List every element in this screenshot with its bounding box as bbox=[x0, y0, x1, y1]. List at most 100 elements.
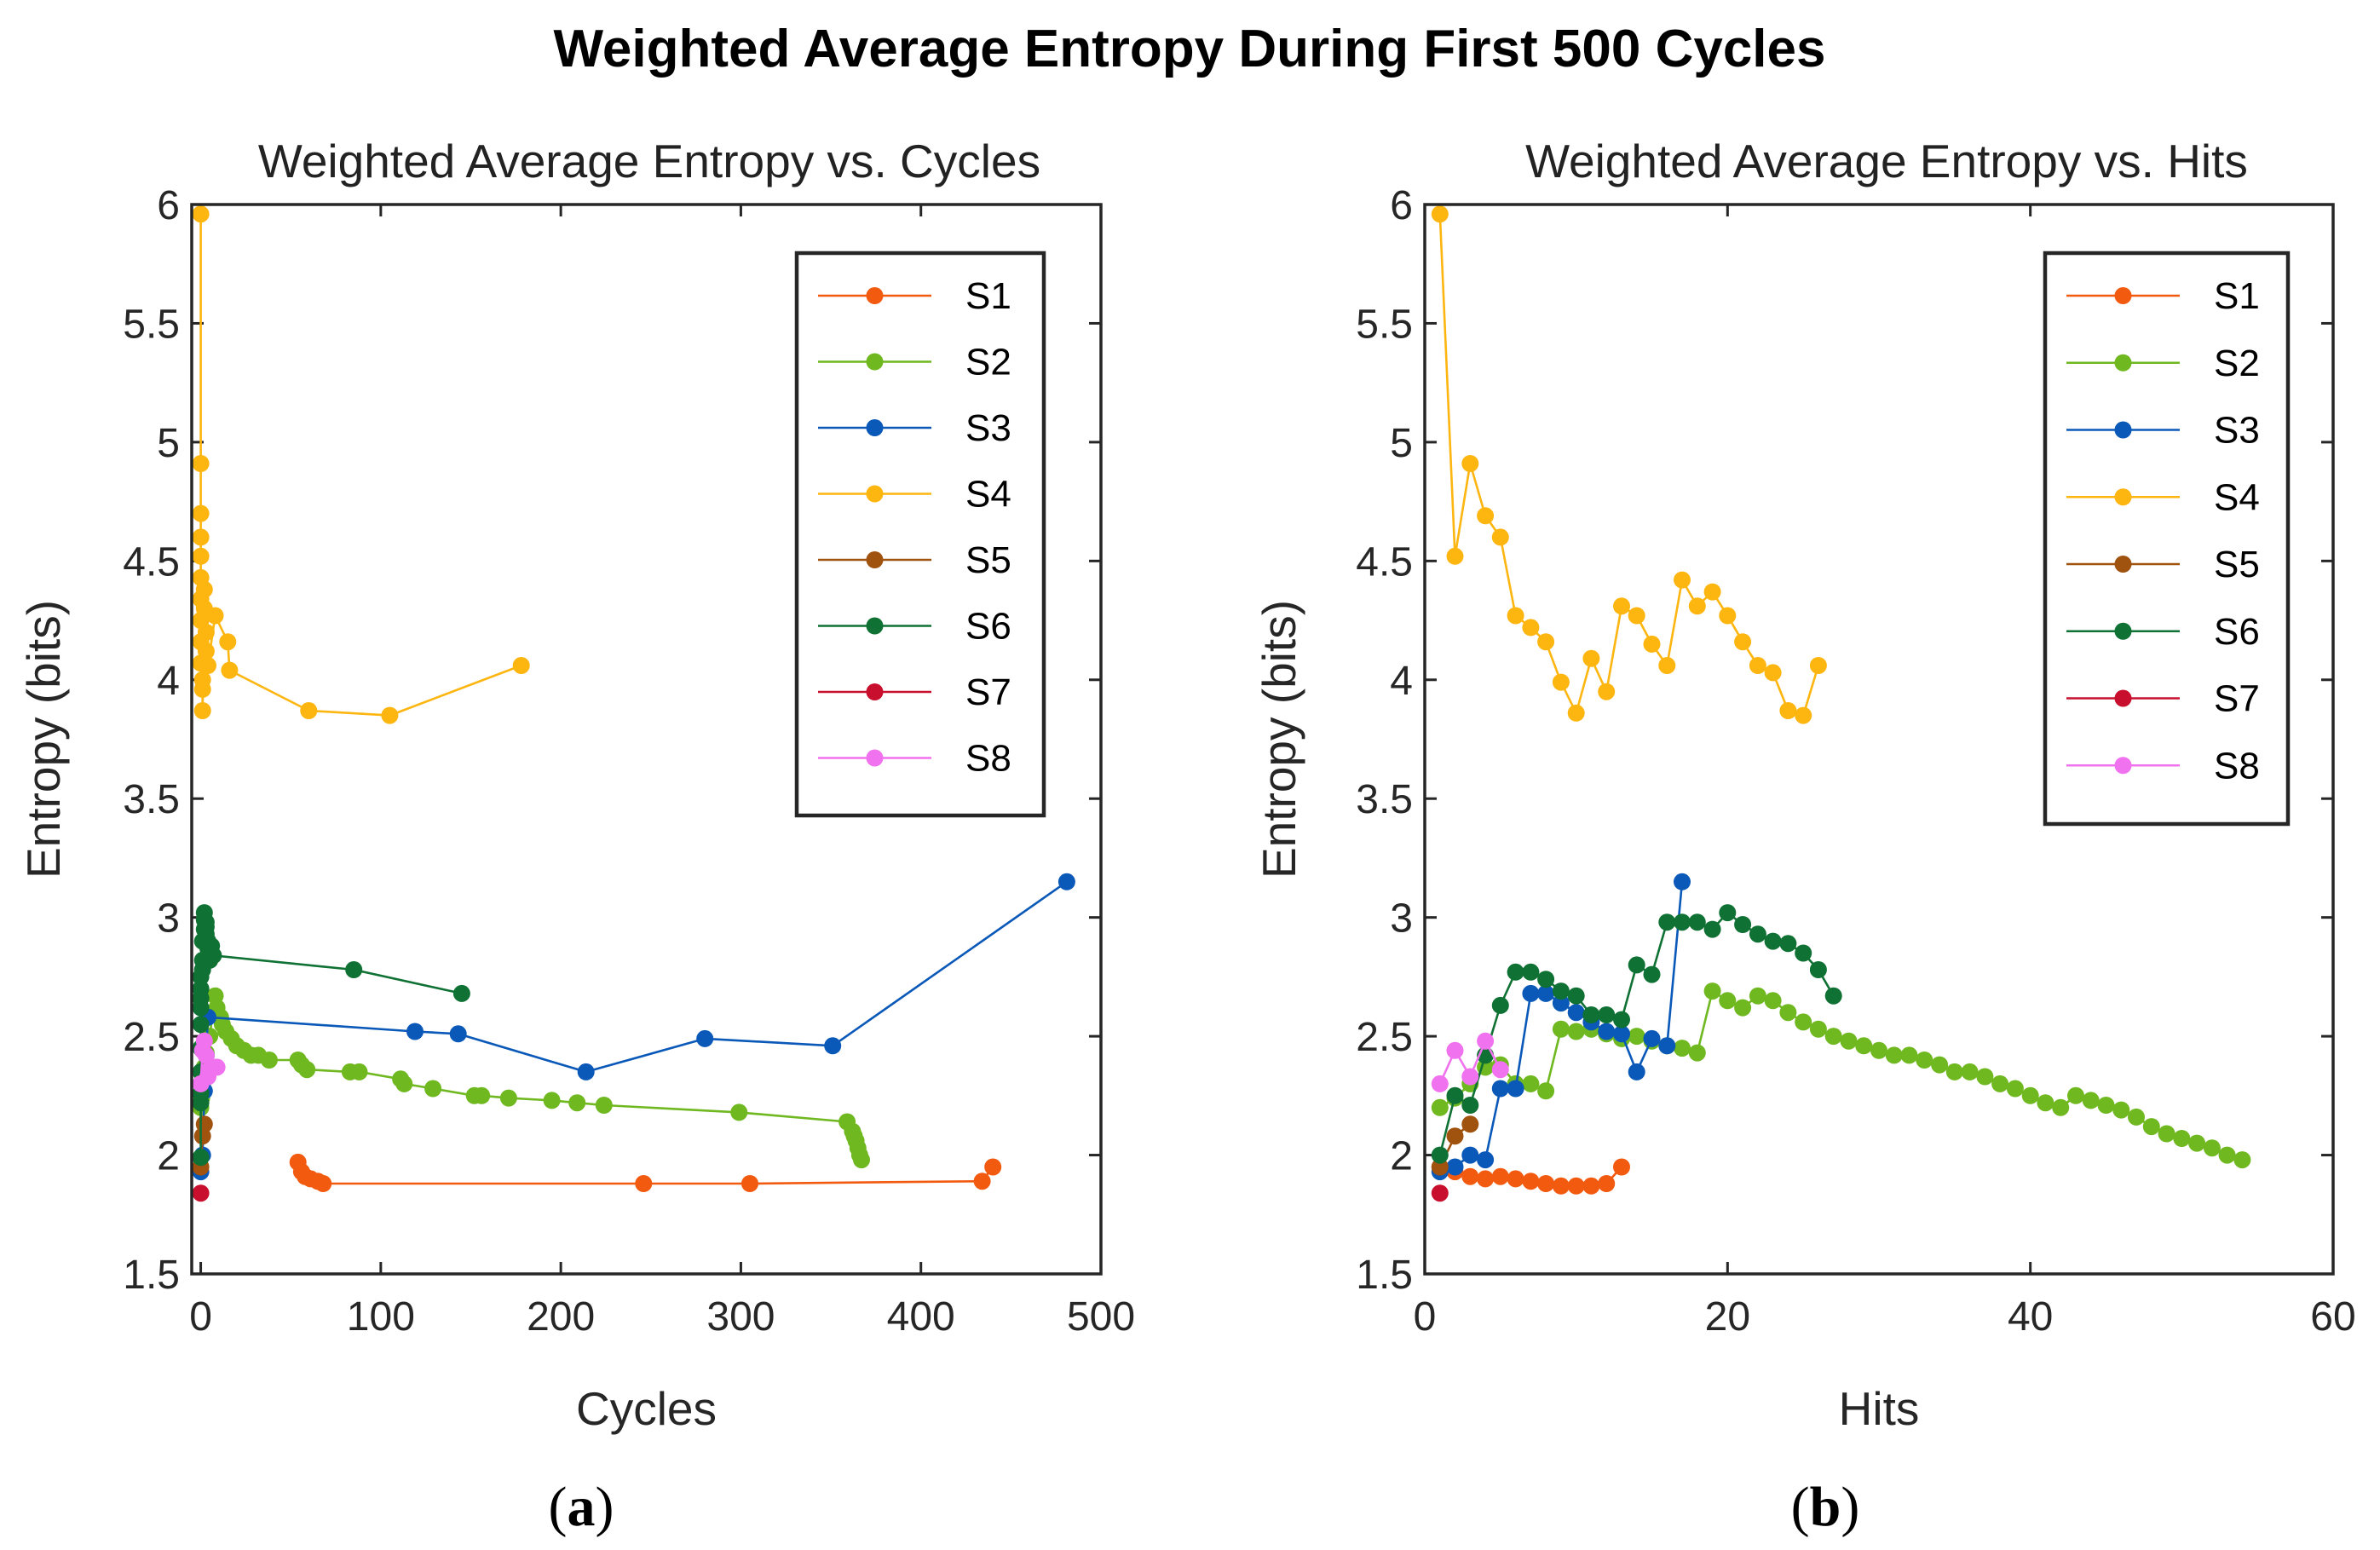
data-point-S6 bbox=[1613, 1011, 1630, 1029]
data-point-S2 bbox=[1764, 992, 1782, 1010]
data-point-S2 bbox=[595, 1097, 613, 1114]
y-tick-label: 1.5 bbox=[123, 1253, 180, 1298]
data-point-S3 bbox=[1507, 1080, 1524, 1098]
x-axis-label: Hits bbox=[1839, 1382, 1920, 1435]
data-point-S2 bbox=[1945, 1063, 1963, 1080]
legend-box bbox=[2043, 251, 2291, 827]
data-point-S2 bbox=[1991, 1075, 2009, 1092]
data-point-S2 bbox=[395, 1075, 413, 1092]
y-tick-label: 3 bbox=[157, 896, 180, 942]
legend-label-S7: S7 bbox=[2214, 678, 2260, 720]
data-point-S6 bbox=[1446, 1086, 1464, 1104]
data-point-S4 bbox=[219, 633, 237, 651]
data-point-S6 bbox=[1431, 1146, 1449, 1164]
series-S8 bbox=[1431, 1032, 1509, 1092]
data-point-S4 bbox=[192, 455, 210, 472]
data-point-S4 bbox=[1628, 607, 1645, 625]
data-point-S1 bbox=[984, 1158, 1002, 1176]
panel-caption-letter: b bbox=[1810, 1476, 1841, 1538]
data-point-S2 bbox=[1900, 1046, 1918, 1064]
data-point-S4 bbox=[1613, 597, 1630, 615]
data-point-S4 bbox=[1688, 597, 1706, 615]
data-point-S6 bbox=[1552, 982, 1570, 1000]
data-point-S7 bbox=[1431, 1184, 1449, 1202]
series-S4 bbox=[192, 205, 530, 724]
data-point-S6 bbox=[1779, 935, 1797, 953]
x-tick-label: 20 bbox=[1705, 1294, 1750, 1340]
data-point-S5 bbox=[1446, 1127, 1464, 1145]
y-tick-label: 6 bbox=[157, 183, 180, 228]
data-point-S3 bbox=[1598, 1023, 1616, 1040]
data-point-S1 bbox=[1598, 1175, 1616, 1192]
data-point-S4 bbox=[1764, 664, 1782, 682]
panel-b: Weighted Average Entropy vs. Hits 1.5 2 2.5… bbox=[1253, 135, 2356, 1538]
y-tick-label: 4.5 bbox=[1356, 539, 1413, 585]
data-point-S2 bbox=[424, 1080, 442, 1098]
data-point-S4 bbox=[1537, 633, 1555, 651]
x-tick-label: 40 bbox=[2008, 1294, 2053, 1340]
data-point-S6 bbox=[1537, 971, 1555, 988]
data-point-S6 bbox=[1522, 963, 1540, 981]
data-point-S4 bbox=[512, 657, 530, 674]
data-point-S3 bbox=[1477, 1151, 1495, 1169]
data-point-S2 bbox=[2218, 1146, 2236, 1164]
data-point-S6 bbox=[1703, 920, 1721, 938]
data-point-S2 bbox=[1522, 1075, 1540, 1092]
data-point-S3 bbox=[1522, 984, 1540, 1002]
y-tick-label: 3.5 bbox=[123, 777, 180, 822]
x-tick-label: 0 bbox=[189, 1294, 212, 1340]
series-S7 bbox=[192, 1184, 210, 1202]
y-tick-label: 3.5 bbox=[1356, 777, 1413, 822]
data-point-S2 bbox=[1537, 1082, 1555, 1100]
legend-swatch-marker bbox=[866, 551, 884, 568]
data-point-S6 bbox=[192, 980, 210, 998]
data-point-S6 bbox=[192, 1016, 210, 1034]
legend-label-S1: S1 bbox=[965, 275, 1011, 317]
x-tick-label: 0 bbox=[1414, 1294, 1437, 1340]
data-point-S2 bbox=[1567, 1023, 1585, 1040]
data-point-S6 bbox=[1507, 963, 1524, 981]
data-point-S6 bbox=[1749, 925, 1766, 943]
legend-swatch-marker bbox=[2114, 556, 2132, 573]
data-point-S2 bbox=[473, 1086, 491, 1104]
data-point-S2 bbox=[2142, 1118, 2160, 1136]
data-point-S1 bbox=[1537, 1175, 1555, 1192]
data-point-S5 bbox=[195, 1115, 213, 1133]
data-point-S2 bbox=[2112, 1101, 2130, 1119]
data-point-S6 bbox=[1719, 904, 1737, 922]
data-point-S2 bbox=[2203, 1139, 2221, 1157]
y-tick-label: 2.5 bbox=[1356, 1015, 1413, 1060]
data-point-S4 bbox=[195, 580, 213, 598]
data-point-S2 bbox=[1674, 1040, 1691, 1057]
data-point-S8 bbox=[195, 1032, 213, 1050]
data-point-S2 bbox=[1795, 1013, 1812, 1031]
data-point-S3 bbox=[406, 1023, 424, 1040]
data-point-S2 bbox=[2006, 1080, 2024, 1098]
y-tick-label: 6 bbox=[1390, 183, 1413, 228]
data-point-S2 bbox=[2082, 1092, 2100, 1109]
y-tick-label: 1.5 bbox=[1356, 1253, 1413, 1298]
data-point-S2 bbox=[1855, 1037, 1873, 1055]
data-point-S2 bbox=[298, 1061, 316, 1079]
series-S1 bbox=[289, 1153, 1002, 1192]
legend-label-S6: S6 bbox=[2214, 611, 2260, 653]
data-point-S3 bbox=[1613, 1025, 1630, 1043]
data-point-S6 bbox=[1461, 1097, 1479, 1114]
x-axis-label: Cycles bbox=[576, 1382, 717, 1435]
data-point-S4 bbox=[1809, 657, 1827, 674]
data-point-S3 bbox=[1674, 873, 1691, 890]
data-point-S3 bbox=[1491, 1080, 1509, 1098]
x-tick-label: 500 bbox=[1067, 1294, 1135, 1340]
legend-swatch-marker bbox=[866, 353, 884, 371]
x-tick-label: 100 bbox=[347, 1294, 415, 1340]
data-point-S4 bbox=[1598, 683, 1616, 700]
legend-label-S4: S4 bbox=[965, 474, 1011, 516]
data-point-S2 bbox=[2037, 1094, 2054, 1112]
legend-swatch-marker bbox=[2114, 757, 2132, 775]
y-tick-label: 4.5 bbox=[123, 539, 180, 585]
data-point-S4 bbox=[1582, 649, 1600, 667]
legend-label-S5: S5 bbox=[2214, 544, 2260, 585]
legend-box bbox=[794, 251, 1046, 818]
legend-swatch-marker bbox=[2114, 354, 2132, 372]
data-point-S8 bbox=[1461, 1068, 1479, 1086]
